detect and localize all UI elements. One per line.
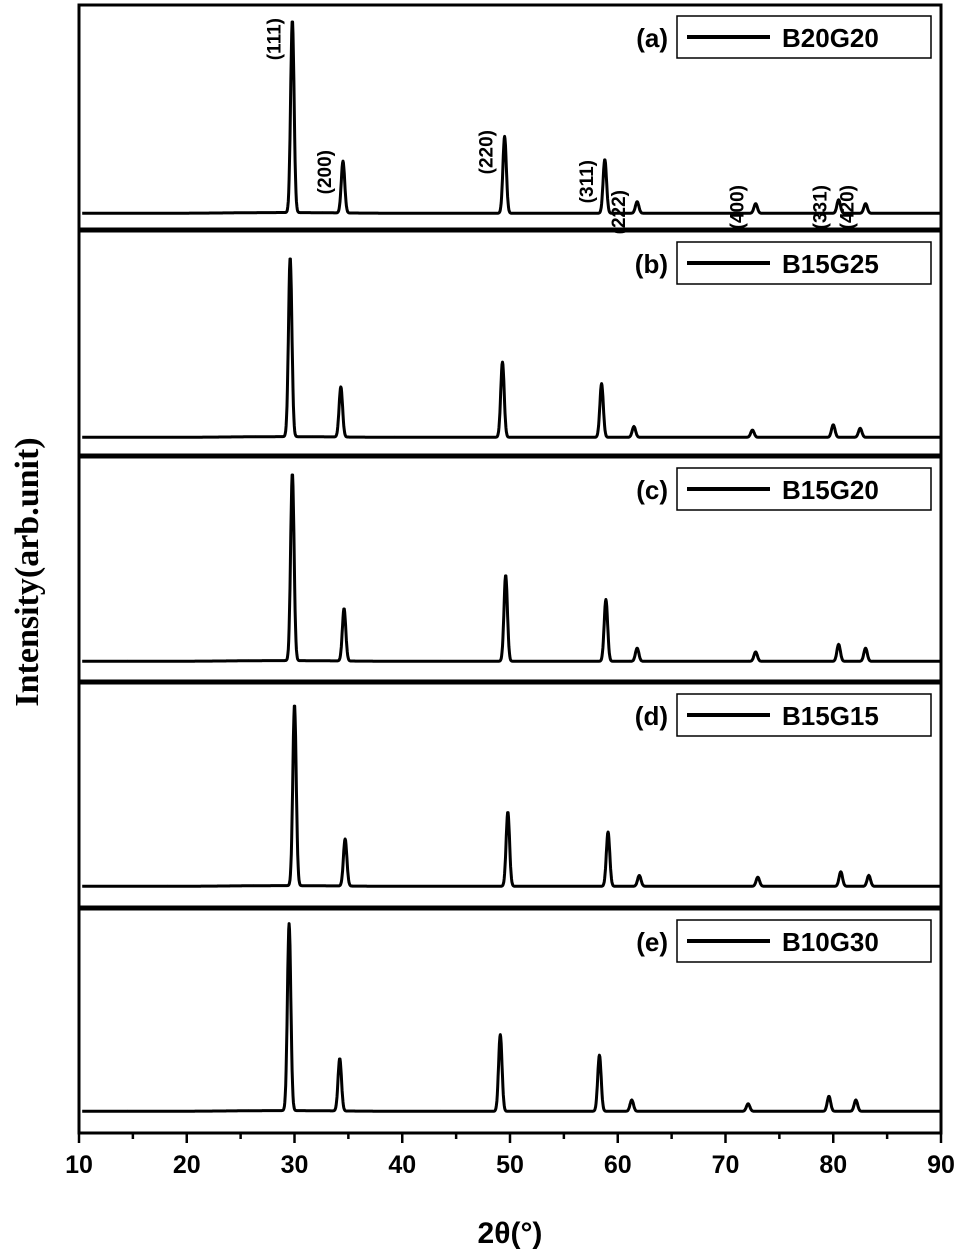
legend-B15G15: B15G15 (676, 693, 932, 737)
panel-3: B15G20 (c) (77, 455, 943, 683)
panel-label: (a) (636, 23, 668, 53)
panel-frame (77, 455, 943, 683)
panel-label: (d) (635, 701, 668, 731)
panel-label: (c) (636, 475, 668, 505)
x-tick-label: 40 (388, 1151, 416, 1179)
xrd-trace-B15G25 (81, 257, 942, 439)
panel-frame (77, 229, 943, 457)
legend-label: B10G30 (782, 927, 879, 957)
x-tick-label: 50 (496, 1151, 524, 1179)
legend-B15G25: B15G25 (676, 241, 932, 285)
hkl-label: (200) (315, 150, 336, 194)
xrd-trace-B15G20 (81, 473, 942, 663)
hkl-label: (220) (477, 130, 498, 174)
x-tick-label: 10 (65, 1151, 93, 1179)
panels-group: B20G20 (a) B15G25 (b) B15G20 (c) B15G15 (d) B10G… (77, 3, 943, 1135)
x-tick-label: 20 (173, 1151, 201, 1179)
hkl-label: (311) (577, 160, 598, 203)
panel-label: (e) (636, 927, 668, 957)
x-tick-label: 60 (604, 1151, 632, 1179)
hkl-label: (331) (811, 185, 832, 229)
legend-label: B15G15 (782, 701, 879, 731)
xrd-trace-B20G20 (81, 20, 942, 215)
hkl-label: (420) (838, 185, 859, 229)
legend-B20G20: B20G20 (676, 15, 932, 59)
x-axis: 10 20 30 40 50 60 70 80 90 (65, 1133, 955, 1179)
xrd-trace-B10G30 (81, 922, 942, 1113)
hkl-annotations: (111) (200) (220) (311) (222) (400) (331) (420) (264, 18, 858, 234)
panel-frame (77, 3, 943, 231)
hkl-label: (111) (264, 18, 285, 60)
legend-label: B20G20 (782, 23, 879, 53)
panel-2: B15G25 (b) (77, 229, 943, 457)
x-tick-label: 90 (927, 1151, 955, 1179)
panel-1: B20G20 (a) (77, 3, 943, 231)
panel-4: B15G15 (d) (77, 681, 943, 909)
panel-frame (77, 681, 943, 909)
hkl-label: (222) (609, 190, 630, 234)
panel-5: B10G30 (e) (77, 907, 943, 1135)
xrd-trace-B15G15 (81, 704, 942, 888)
legend-box (676, 15, 932, 59)
legend-B15G20: B15G20 (676, 467, 932, 511)
x-tick-label: 30 (281, 1151, 309, 1179)
panel-label: (b) (635, 249, 668, 279)
legend-label: B15G20 (782, 475, 879, 505)
y-axis-label: Intensity(arb.unit) (9, 437, 46, 706)
x-tick-label: 70 (712, 1151, 740, 1179)
x-axis-label: 2θ(°) (478, 1217, 543, 1250)
legend-label: B15G25 (782, 249, 879, 279)
legend-B10G30: B10G30 (676, 919, 932, 963)
x-tick-label: 80 (819, 1151, 847, 1179)
hkl-label: (400) (728, 185, 749, 229)
